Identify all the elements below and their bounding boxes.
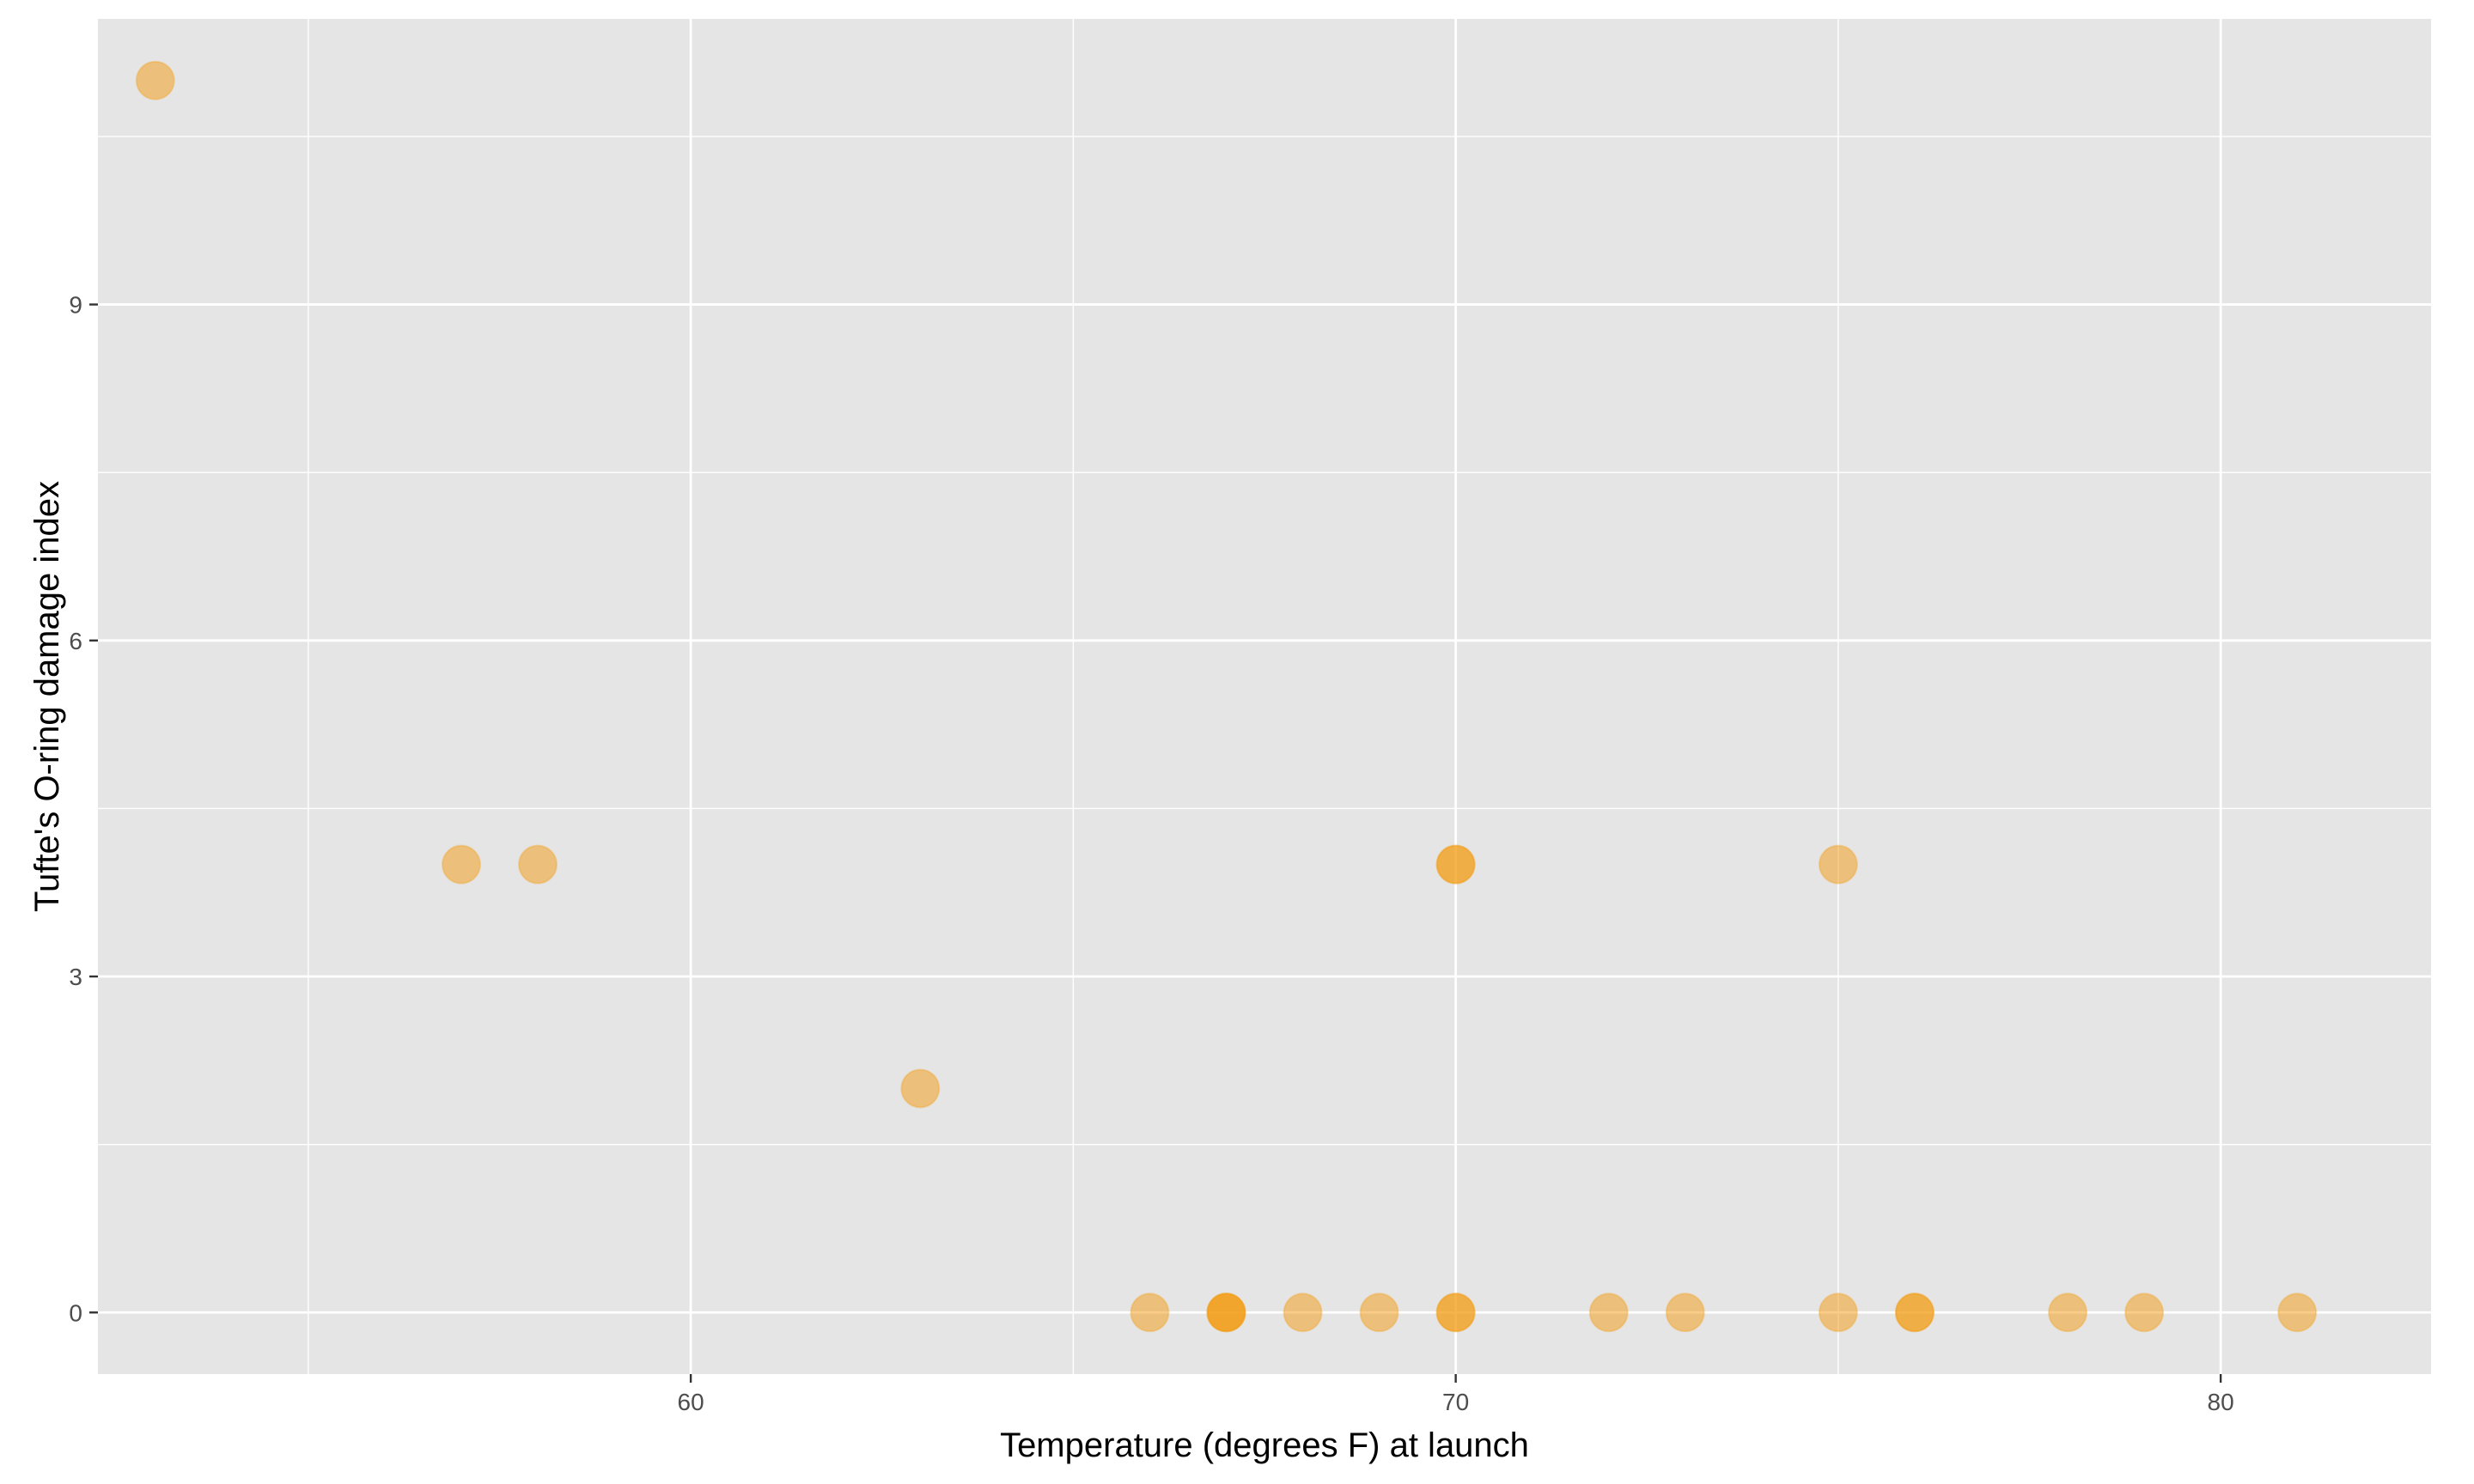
data-point <box>1206 1292 1246 1333</box>
data-point <box>1818 844 1858 885</box>
y-axis-title: Tufte's O-ring damage index <box>28 481 66 912</box>
y-tick-label: 9 <box>69 292 82 319</box>
data-points <box>135 60 2318 1333</box>
data-point <box>2277 1292 2318 1333</box>
y-tick-label: 6 <box>69 628 82 654</box>
data-point <box>2048 1292 2088 1333</box>
data-point <box>1130 1292 1170 1333</box>
minor-grid <box>98 19 2431 1374</box>
data-point <box>518 844 558 885</box>
data-point <box>1588 1292 1629 1333</box>
x-axis: 60 70 80 <box>678 1374 2234 1415</box>
major-grid <box>98 19 2431 1374</box>
data-point <box>1283 1292 1323 1333</box>
y-axis: 0 3 6 9 <box>69 292 98 1326</box>
data-point <box>1435 1292 1476 1333</box>
x-tick-label: 60 <box>678 1389 704 1415</box>
data-point <box>1665 1292 1705 1333</box>
x-axis-title: Temperature (degrees F) at launch <box>1000 1426 1529 1464</box>
data-point <box>2124 1292 2165 1333</box>
x-tick-label: 70 <box>1442 1389 1469 1415</box>
data-point <box>1818 1292 1858 1333</box>
data-point <box>1359 1292 1399 1333</box>
data-point <box>135 60 175 100</box>
x-tick-label: 80 <box>2208 1389 2234 1415</box>
y-tick-label: 3 <box>69 964 82 990</box>
data-point <box>1894 1292 1935 1333</box>
data-point <box>441 844 481 885</box>
panel-background <box>98 19 2431 1374</box>
data-point <box>1435 844 1476 885</box>
y-tick-label: 0 <box>69 1299 82 1326</box>
data-point <box>900 1068 941 1109</box>
